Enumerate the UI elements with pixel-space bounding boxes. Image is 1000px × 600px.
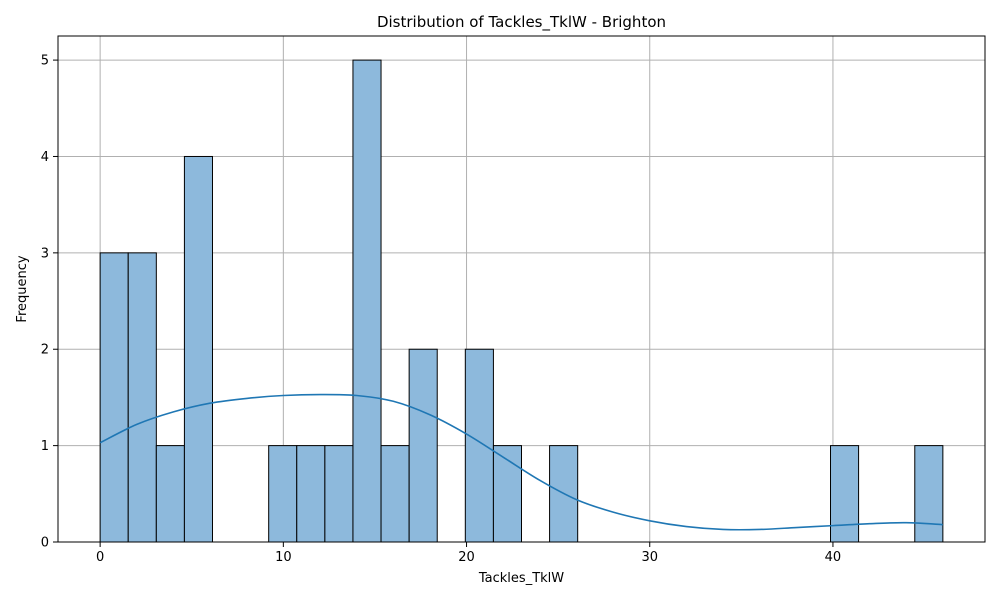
y-tick-label: 2 bbox=[41, 343, 49, 358]
axis-ticks: 0 10 20 30 40 0 1 2 3 4 5 bbox=[41, 54, 841, 565]
x-axis-label: Tackles_TklW bbox=[478, 571, 564, 586]
y-tick-label: 3 bbox=[41, 246, 49, 261]
histogram-bar bbox=[914, 445, 944, 543]
y-axis-label: Frequency bbox=[15, 255, 30, 322]
histogram-bar bbox=[127, 252, 157, 543]
y-tick-label: 0 bbox=[41, 536, 49, 551]
x-tick-label: 40 bbox=[825, 550, 842, 565]
histogram-bar bbox=[155, 445, 185, 543]
histogram-bar bbox=[296, 445, 326, 543]
histogram-bar bbox=[830, 445, 860, 543]
histogram-bars bbox=[99, 59, 944, 543]
x-tick-label: 20 bbox=[458, 550, 475, 565]
histogram-bar bbox=[99, 252, 129, 543]
kde-line bbox=[99, 393, 943, 531]
x-tick-label: 30 bbox=[641, 550, 658, 565]
x-tick-label: 10 bbox=[275, 550, 292, 565]
y-tick-label: 5 bbox=[41, 54, 49, 69]
x-tick-label: 0 bbox=[96, 550, 104, 565]
histogram-bar bbox=[324, 445, 354, 543]
plot-frame bbox=[57, 35, 986, 543]
histogram-bar bbox=[492, 445, 522, 543]
kde-curve-group bbox=[99, 393, 943, 531]
histogram-bar bbox=[464, 348, 494, 543]
histogram-bar bbox=[183, 155, 213, 543]
y-tick-label: 1 bbox=[41, 439, 49, 454]
chart-title: Distribution of Tackles_TklW - Brighton bbox=[377, 13, 666, 32]
y-tick-label: 4 bbox=[41, 150, 49, 165]
histogram-bar bbox=[380, 445, 410, 543]
histogram-bar bbox=[268, 445, 298, 543]
histogram-bar bbox=[352, 59, 382, 543]
histogram-bar bbox=[408, 348, 438, 543]
